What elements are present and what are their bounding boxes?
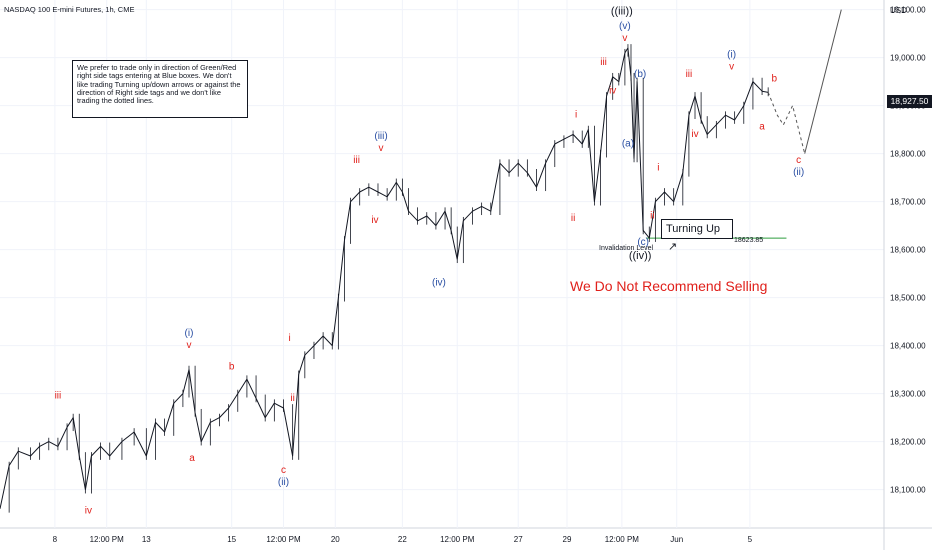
wave-label: iii bbox=[353, 155, 360, 166]
turning-up-box: Turning Up ↗ bbox=[661, 219, 733, 253]
x-tick-label: 8 bbox=[53, 535, 58, 544]
wave-label: a bbox=[189, 453, 195, 464]
wave-label: i bbox=[288, 333, 290, 344]
arrow-up-right-icon: ↗ bbox=[668, 241, 678, 253]
wave-label: iii bbox=[600, 57, 607, 68]
last-price-badge: 18,927.50 bbox=[887, 95, 932, 108]
wave-label: c bbox=[796, 155, 801, 166]
dotted-projection-line bbox=[767, 92, 806, 154]
wave-label: (a) bbox=[622, 138, 634, 149]
y-tick-label: 18,400.00 bbox=[890, 342, 926, 351]
x-tick-label: 29 bbox=[563, 535, 572, 544]
chart-header-title: NASDAQ 100 E-mini Futures, 1h, CME bbox=[4, 5, 135, 14]
wave-label: a bbox=[759, 122, 765, 133]
wave-label: iv bbox=[609, 86, 616, 97]
x-tick-label: 12:00 PM bbox=[266, 535, 301, 544]
wave-label: b bbox=[229, 362, 235, 373]
trading-note: We prefer to trade only in direction of … bbox=[72, 60, 248, 118]
y-tick-label: 18,300.00 bbox=[890, 390, 926, 399]
wave-label: b bbox=[771, 74, 777, 85]
x-tick-label: 22 bbox=[398, 535, 407, 544]
y-tick-label: 18,200.00 bbox=[890, 438, 926, 447]
wave-label: i bbox=[575, 110, 577, 121]
y-tick-label: 19,000.00 bbox=[890, 54, 926, 63]
wave-label: (iii) bbox=[374, 131, 387, 142]
wave-label: iv bbox=[371, 215, 378, 226]
wave-label: iv bbox=[691, 129, 698, 140]
x-tick-label: 12:00 PM bbox=[90, 535, 125, 544]
x-tick-label: 12:00 PM bbox=[440, 535, 475, 544]
wave-label: iii bbox=[55, 390, 62, 401]
y-tick-label: 18,600.00 bbox=[890, 246, 926, 255]
wave-label: (ii) bbox=[278, 477, 289, 488]
wave-label: c bbox=[281, 465, 286, 476]
y-tick-label: 18,500.00 bbox=[890, 294, 926, 303]
y-tick-label: 18,800.00 bbox=[890, 150, 926, 159]
wave-label: i bbox=[657, 162, 659, 173]
wave-label: (b) bbox=[634, 69, 646, 80]
wave-label: (v) bbox=[619, 21, 631, 32]
turning-up-label: Turning Up bbox=[666, 223, 721, 235]
invalidation-label: Invalidation Level bbox=[599, 245, 654, 252]
wave-label: (iv) bbox=[432, 278, 446, 289]
x-tick-label: 13 bbox=[142, 535, 151, 544]
wave-label: v bbox=[729, 62, 734, 73]
x-tick-label: 12:00 PM bbox=[605, 535, 640, 544]
wave-label: (i) bbox=[727, 50, 736, 61]
y-tick-label: 18,700.00 bbox=[890, 198, 926, 207]
x-tick-label: 15 bbox=[227, 535, 236, 544]
projection-line bbox=[804, 9, 842, 154]
wave-label: ii bbox=[571, 213, 575, 224]
wave-label: iii bbox=[686, 69, 693, 80]
x-tick-label: 5 bbox=[748, 535, 753, 544]
invalidation-value: 18623.85 bbox=[734, 237, 764, 244]
currency-label: USD bbox=[890, 6, 907, 15]
x-tick-label: Jun bbox=[670, 535, 683, 544]
wave-label: (ii) bbox=[793, 167, 804, 178]
wave-label: v bbox=[622, 33, 627, 44]
wave-label: ((iii)) bbox=[611, 5, 633, 17]
x-tick-label: 20 bbox=[331, 535, 340, 544]
wave-label: v bbox=[379, 143, 384, 154]
wave-label: (i) bbox=[185, 328, 194, 339]
wave-label: v bbox=[186, 340, 191, 351]
wave-label: ((iv)) bbox=[629, 250, 652, 262]
wave-label: iv bbox=[85, 506, 92, 517]
y-tick-label: 18,100.00 bbox=[890, 486, 926, 495]
wave-label: ii bbox=[650, 210, 654, 221]
x-tick-label: 27 bbox=[514, 535, 523, 544]
warning-text: We Do Not Recommend Selling bbox=[570, 278, 768, 294]
y-tick-label: 19,100.00 bbox=[890, 6, 926, 15]
wave-label: ii bbox=[290, 393, 294, 404]
wave-label: (c) bbox=[637, 237, 649, 248]
